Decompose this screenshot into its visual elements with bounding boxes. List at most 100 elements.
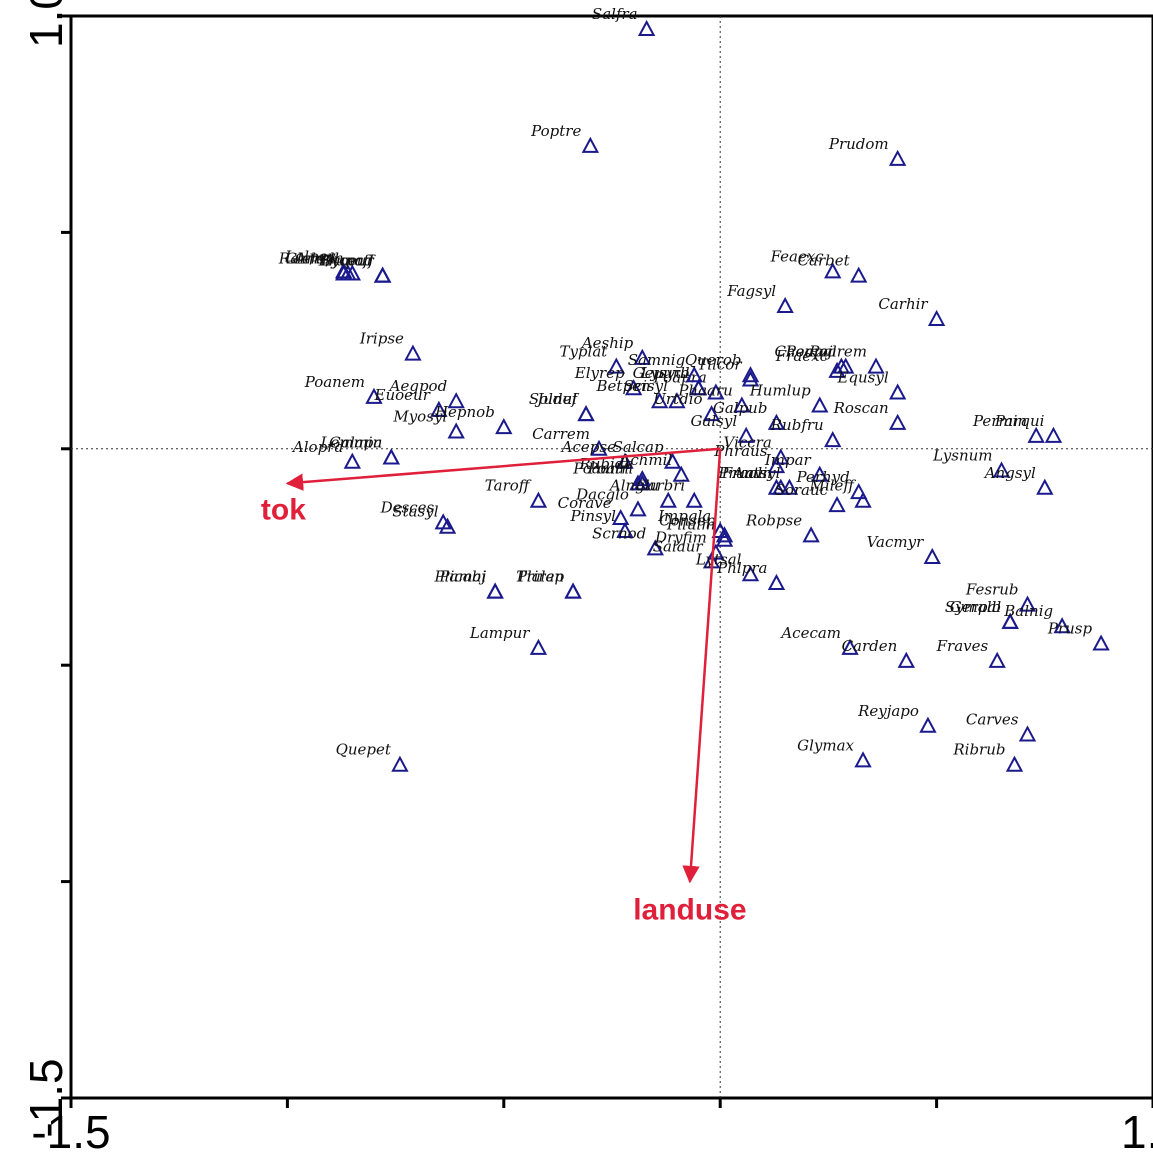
species-point: Corave xyxy=(558,494,630,526)
species-point: Betpen xyxy=(596,377,669,409)
triangle-marker xyxy=(447,422,465,439)
species-label: Carves xyxy=(966,710,1019,728)
vector-arrow xyxy=(285,447,721,491)
species-point: Lytsal xyxy=(695,550,760,582)
species-point: Sorauc xyxy=(775,481,846,513)
species-label: Fagsyl xyxy=(726,282,776,300)
species-label: Permin xyxy=(972,412,1027,430)
triangle-marker xyxy=(668,392,686,409)
species-label: Junef xyxy=(534,390,579,408)
triangle-marker xyxy=(611,508,630,526)
species-point: Hepnob xyxy=(434,403,513,435)
species-label: Poptre xyxy=(530,122,581,140)
species-label: Typlat xyxy=(559,343,608,361)
triangle-marker xyxy=(663,452,682,469)
triangle-marker xyxy=(741,565,760,582)
species-point: Arrela xyxy=(294,250,361,281)
triangle-marker xyxy=(867,357,885,374)
species-label: Lyceur xyxy=(320,252,374,270)
triangle-marker xyxy=(988,651,1006,668)
triangle-marker xyxy=(391,755,409,772)
species-point: Impar xyxy=(764,451,829,482)
species-point: Consep xyxy=(659,511,734,543)
species-point: Iripse xyxy=(359,330,422,361)
axis-tick-labels: -1.5 1.0 1.0 -1.5 xyxy=(20,0,1153,1155)
species-label: Rubfru xyxy=(770,416,824,434)
species-label: Trirep xyxy=(516,568,564,586)
vector-label: landuse xyxy=(633,894,746,927)
species-point: Phaaru xyxy=(677,382,751,413)
triangle-marker xyxy=(438,517,457,534)
species-point: Balnig xyxy=(1003,602,1071,634)
axis-ticks xyxy=(61,14,1153,1108)
vector-tok: tok xyxy=(261,447,721,526)
species-point: Fraves xyxy=(936,637,1006,668)
species-point: Salcap xyxy=(613,438,682,469)
species-point: Picabi xyxy=(439,568,504,599)
triangle-marker xyxy=(702,405,721,422)
x-tick-label: 1.0 xyxy=(1121,1106,1153,1155)
species-label: Humlup xyxy=(749,382,811,400)
species-label: Taroff xyxy=(485,477,532,495)
species-point: Galsyl xyxy=(690,412,755,443)
triangle-marker xyxy=(685,491,703,508)
species-point: Scisyl xyxy=(623,377,686,409)
species-point: Carrem xyxy=(532,425,608,456)
triangle-marker xyxy=(564,582,582,599)
triangle-marker xyxy=(1044,426,1063,443)
species-label: Quepet xyxy=(336,741,392,759)
species-point: Robpse xyxy=(745,511,820,543)
species-point: Prusp xyxy=(1047,620,1110,651)
species-point: Carden xyxy=(842,637,915,668)
triangle-marker xyxy=(633,348,651,365)
species-point: Parqui xyxy=(994,412,1063,443)
triangle-marker xyxy=(824,262,842,279)
triangle-marker xyxy=(1036,478,1054,495)
species-label: Parqui xyxy=(994,412,1045,430)
species-label: Poatri xyxy=(587,459,634,477)
triangle-marker xyxy=(767,413,786,430)
species-label: Acecam xyxy=(779,624,841,642)
triangle-marker xyxy=(659,491,677,508)
x-tick-label: -1.5 xyxy=(31,1106,110,1155)
triangle-marker xyxy=(343,452,361,469)
species-label: Phlpra xyxy=(716,559,767,577)
species-label: Carbet xyxy=(798,252,851,270)
species-label: Pruavi xyxy=(717,464,767,482)
species-label: Equsyl xyxy=(836,369,888,387)
triangle-marker xyxy=(888,383,907,400)
triangle-marker xyxy=(828,361,846,378)
species-label: Dryfim xyxy=(654,529,707,547)
environment-vectors: tok landuse xyxy=(261,447,747,927)
zero-lines xyxy=(71,16,1153,1098)
triangle-marker xyxy=(927,309,946,326)
species-label: Geuurb xyxy=(633,364,690,382)
triangle-marker xyxy=(1018,725,1037,742)
species-label: Lytsal xyxy=(695,550,742,568)
species-label: Querob xyxy=(685,351,742,369)
triangle-marker xyxy=(854,751,872,768)
species-label: Fraaln xyxy=(721,464,772,482)
species-point: Alnglu xyxy=(608,477,677,508)
species-label: Prudom xyxy=(828,135,889,153)
triangle-marker xyxy=(447,392,465,409)
plot-frame xyxy=(69,14,1153,1100)
species-point: Myosyl xyxy=(392,407,465,439)
species-label: Poanem xyxy=(304,373,365,391)
triangle-marker xyxy=(741,366,760,383)
species-label: Vacmyr xyxy=(867,533,924,551)
species-label: Perhyd xyxy=(795,468,849,486)
species-point: Alopra xyxy=(291,438,361,469)
triangle-marker xyxy=(1018,595,1037,612)
species-label: Antsyl xyxy=(731,464,781,482)
species-label: Symoff xyxy=(321,252,376,270)
species-point: Carves xyxy=(966,710,1037,742)
species-point: Equsyl xyxy=(836,369,907,400)
triangle-marker xyxy=(616,521,634,539)
species-label: Lemmin xyxy=(320,433,383,451)
species-point: Junef xyxy=(534,390,595,422)
triangle-marker xyxy=(850,266,868,283)
species-label: Dacglo xyxy=(575,485,629,503)
species-label: Fraves xyxy=(936,637,989,655)
species-label: Galapa xyxy=(329,433,382,451)
